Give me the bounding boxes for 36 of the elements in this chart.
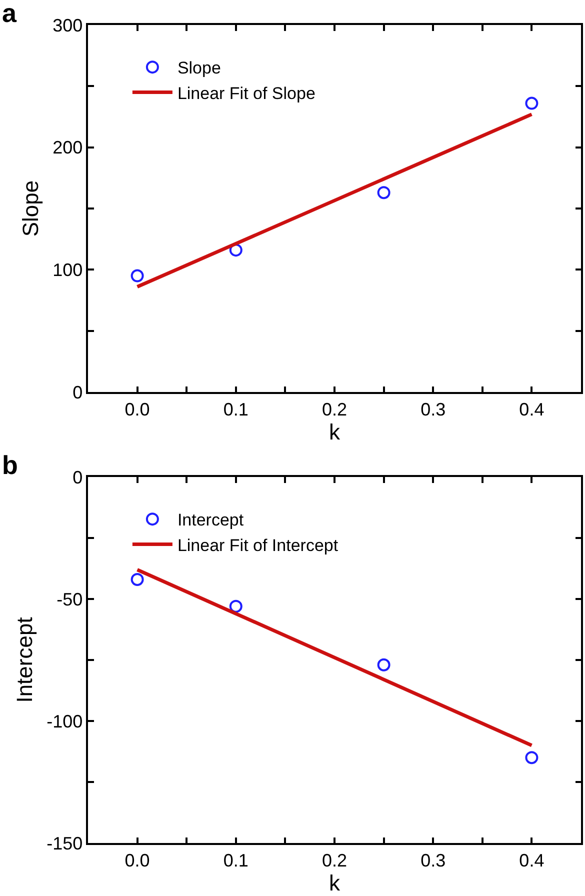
y-tick-label: 0 (72, 382, 83, 402)
x-axis-title: k (329, 870, 341, 896)
legend-label: Slope (177, 58, 221, 78)
y-tick-label: -150 (46, 833, 83, 854)
legend-label: Intercept (177, 510, 244, 530)
x-tick-label: 0.2 (322, 399, 348, 420)
x-tick-label: 0.1 (223, 850, 248, 870)
point (229, 244, 242, 257)
text: a (2, 0, 17, 28)
x-tick-label: 0.3 (420, 850, 446, 870)
y-tick-label: -50 (56, 589, 83, 610)
point (525, 96, 538, 110)
x-tick-label: 0.3 (420, 399, 446, 420)
y-tick-label: -100 (46, 711, 83, 732)
y-tick-label: 100 (52, 260, 83, 280)
x-tick-label: 0.0 (124, 850, 150, 870)
legend-label: Linear Fit of Slope (177, 84, 316, 103)
y-tick-label: 200 (52, 138, 83, 158)
x-tick-label: 0.0 (124, 399, 150, 420)
y-tick-label: 300 (52, 15, 83, 36)
point (377, 186, 390, 200)
x-axis-title: k (329, 419, 341, 444)
point (525, 751, 538, 764)
x-tick-label: 0.2 (322, 850, 348, 870)
y-axis-title: Intercept (12, 617, 37, 703)
point (377, 658, 390, 672)
x-tick-label: 0.1 (223, 399, 248, 420)
x-tick-label: 0.4 (519, 399, 544, 420)
legend-label: Linear Fit of Intercept (177, 536, 338, 555)
point (229, 600, 242, 613)
y-tick-label: 0 (72, 467, 83, 488)
point (130, 572, 144, 586)
point (130, 269, 144, 282)
x-tick-label: 0.4 (519, 850, 544, 870)
y-axis-title: Slope (18, 180, 43, 237)
text: b (2, 450, 18, 480)
